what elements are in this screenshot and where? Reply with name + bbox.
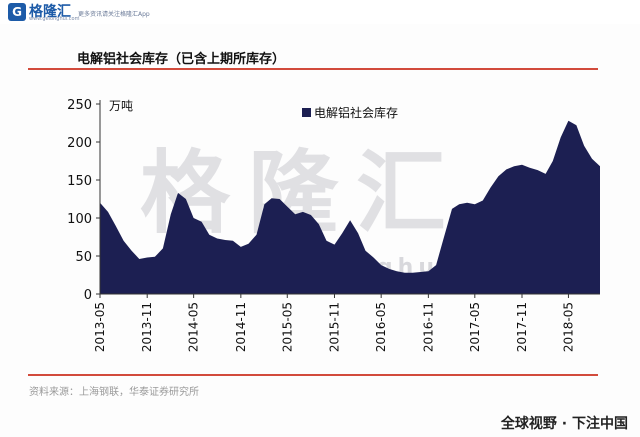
source-note: 资料来源：上海钢联，华泰证券研究所 <box>29 387 199 398</box>
brand-tagline: 更多资讯请关注格隆汇App <box>78 11 150 18</box>
x-tick-label: 2015-11 <box>327 302 341 352</box>
y-axis-unit: 万吨 <box>109 99 133 113</box>
title-divider <box>28 68 598 70</box>
y-tick-label: 250 <box>67 98 92 113</box>
y-tick-label: 150 <box>67 174 92 189</box>
legend-label: 电解铝社会库存 <box>314 105 398 120</box>
x-tick-label: 2017-05 <box>468 302 482 352</box>
footer-tagline: 全球视野 · 下注中国 <box>500 416 628 432</box>
series-area <box>100 120 600 294</box>
brand-logo-icon: G <box>8 3 26 21</box>
x-tick-label: 2015-05 <box>280 302 294 352</box>
y-tick-label: 50 <box>75 250 92 265</box>
x-tick-label: 2017-11 <box>515 302 529 352</box>
x-tick-label: 2016-11 <box>421 302 435 352</box>
legend-swatch <box>302 108 311 117</box>
y-tick-label: 0 <box>84 288 92 303</box>
footer-divider <box>28 374 598 376</box>
y-tick-label: 100 <box>67 212 92 227</box>
top-banner: G 格隆汇 www.gelonghui.com 更多资讯请关注格隆汇App <box>0 0 640 24</box>
x-tick-label: 2018-05 <box>561 302 575 352</box>
chart-title: 电解铝社会库存（已含上期所库存） <box>77 52 286 67</box>
y-tick-label: 200 <box>67 136 92 151</box>
x-tick-label: 2014-05 <box>187 302 201 352</box>
brand-logo-url: www.gelonghui.com <box>29 16 80 22</box>
x-tick-label: 2013-11 <box>140 302 154 352</box>
x-tick-label: 2014-11 <box>234 302 248 352</box>
x-tick-label: 2013-05 <box>93 302 107 352</box>
x-tick-label: 2016-05 <box>374 302 388 352</box>
brand-logo-text: 格隆汇 <box>29 4 71 20</box>
